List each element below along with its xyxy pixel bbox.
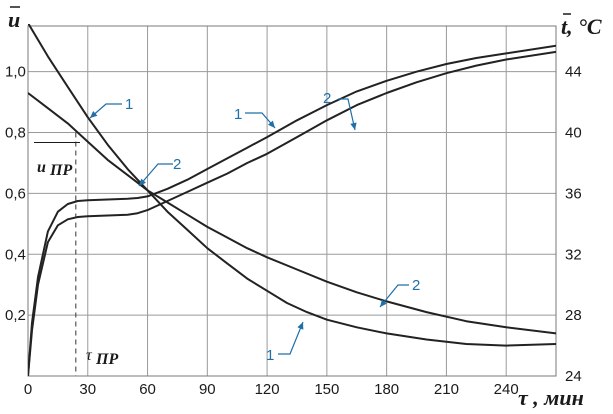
y-right-axis-label: t, °C	[561, 14, 602, 39]
curve-leader-arrow	[267, 120, 275, 128]
tau-pr-label: τ	[86, 347, 93, 364]
y-right-tick-label: 32	[565, 246, 582, 263]
tick-labels: 0 30 60 90 120 150 180 210 2400,20,40,60,81,0242…	[5, 64, 582, 398]
tau-pr-subscript: ПР	[95, 351, 118, 368]
y-left-tick-label: 1,0	[5, 64, 26, 81]
curve-label: 2	[412, 277, 420, 294]
curve-leader-line	[379, 284, 409, 308]
u-pr-label: u	[37, 159, 46, 176]
curve-leader-arrow	[139, 178, 146, 186]
curve-label: 2	[323, 90, 331, 107]
u-pr-subscript: ПР	[49, 162, 72, 179]
y-right-tick-label: 28	[565, 307, 582, 324]
y-right-tick-label: 24	[565, 368, 582, 385]
y-right-tick-label: 44	[565, 64, 582, 81]
curve-leader-arrow	[297, 322, 304, 330]
y-left-axis-label: u	[8, 7, 20, 32]
curve-leader-line	[338, 98, 356, 131]
curve-leader-arrow	[350, 122, 357, 130]
curve-leader-arrow	[90, 110, 98, 118]
y-left-tick-label: 0,4	[5, 246, 26, 263]
x-tick-label: 210	[434, 381, 459, 398]
y-left-tick-label: 0,2	[5, 307, 26, 324]
series-t-1	[28, 44, 556, 376]
grid	[27, 25, 557, 377]
x-axis-label: τ , мин	[518, 385, 584, 410]
series-t-2	[28, 50, 556, 376]
curve-leader-line	[89, 103, 122, 119]
series-u-1	[28, 24, 556, 347]
plot-frame	[27, 25, 557, 377]
curve-label: 1	[234, 106, 242, 123]
y-left-tick-label: 0,8	[5, 125, 26, 142]
y-left-tick-label: 0,6	[5, 185, 26, 202]
x-tick-label: 30	[79, 381, 96, 398]
x-tick-label: 150	[314, 381, 339, 398]
curve-leaders: 1 2 1 2 2 1	[89, 90, 420, 364]
curve-label: 2	[173, 156, 181, 173]
curves	[28, 24, 556, 376]
curve-label: 1	[266, 347, 274, 364]
x-tick-label: 240	[494, 381, 519, 398]
curve-leader-line	[278, 321, 304, 355]
y-right-tick-label: 40	[565, 125, 582, 142]
curve-leader-arrow	[380, 299, 387, 307]
x-tick-label: 0	[24, 381, 32, 398]
x-tick-label: 180	[374, 381, 399, 398]
x-tick-label: 90	[199, 381, 216, 398]
series-u-2	[28, 92, 556, 335]
curve-label: 1	[125, 96, 133, 113]
x-tick-label: 60	[139, 381, 156, 398]
curve-leader-line	[138, 163, 173, 187]
x-tick-label: 120	[255, 381, 280, 398]
y-right-tick-label: 36	[565, 185, 582, 202]
